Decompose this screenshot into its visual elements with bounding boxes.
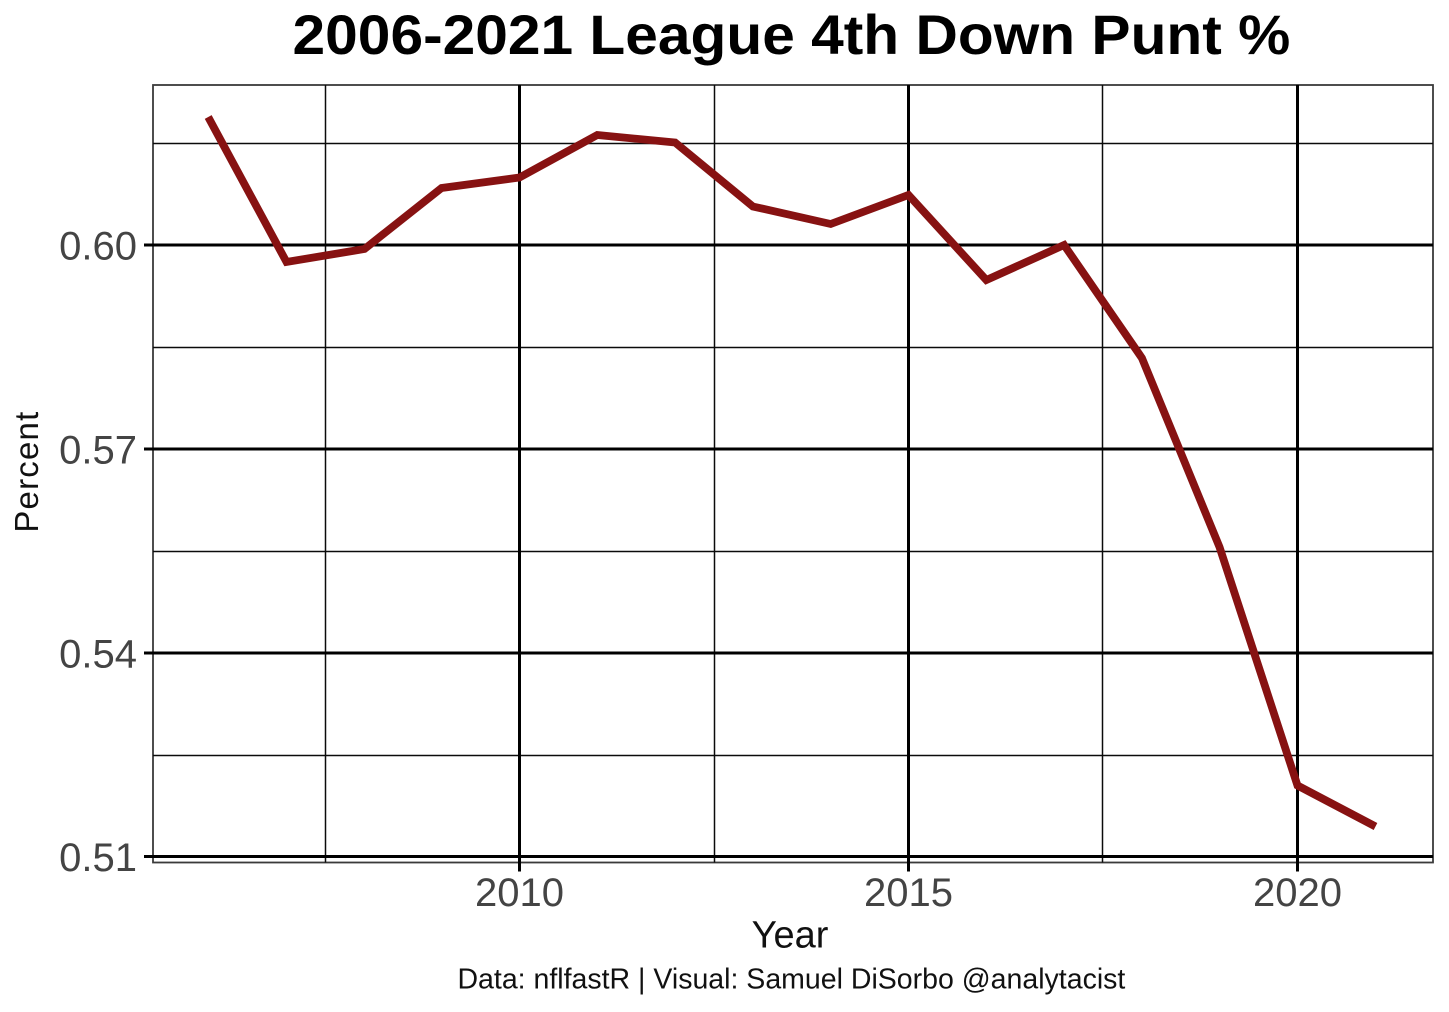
svg-text:0.57: 0.57 (59, 428, 137, 472)
svg-text:Year: Year (752, 915, 829, 957)
svg-text:2006-2021 League 4th Down Punt: 2006-2021 League 4th Down Punt % (293, 4, 1291, 66)
svg-text:0.60: 0.60 (59, 224, 137, 268)
svg-text:2020: 2020 (1253, 871, 1342, 915)
svg-text:0.51: 0.51 (59, 836, 137, 880)
svg-text:2015: 2015 (864, 871, 953, 915)
svg-text:2010: 2010 (475, 871, 564, 915)
svg-text:Data: nflfastR | Visual: Samue: Data: nflfastR | Visual: Samuel DiSorbo … (457, 964, 1125, 996)
svg-text:Percent: Percent (8, 411, 45, 533)
svg-text:0.54: 0.54 (59, 632, 137, 676)
